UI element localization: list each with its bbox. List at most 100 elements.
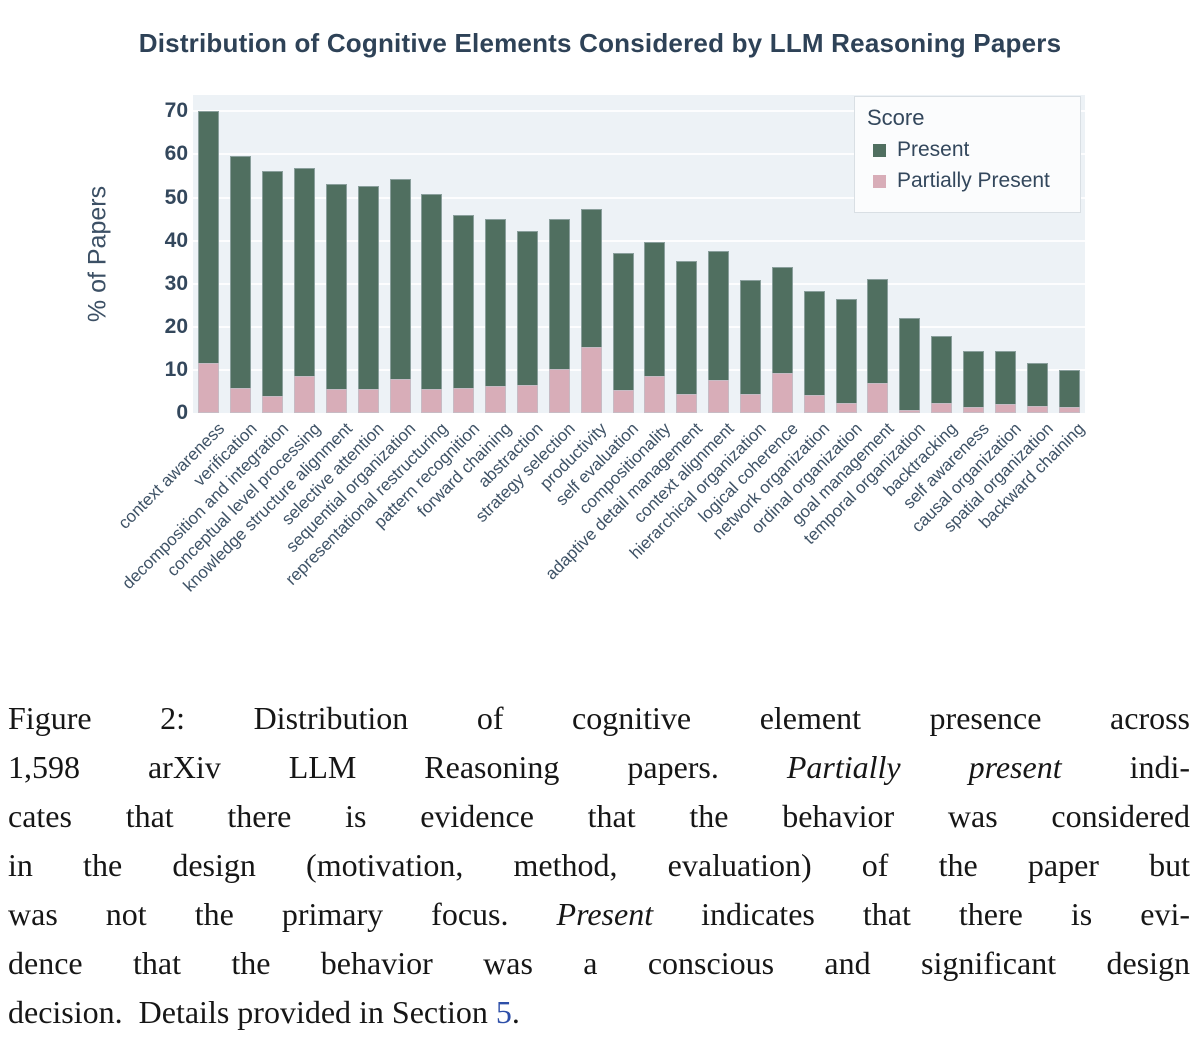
bar-segment-present	[389, 179, 411, 380]
bar-segment-partially-present	[548, 369, 570, 413]
caption-text: was not the primary focus.	[8, 896, 557, 932]
stacked-bar-chart: Distribution of Cognitive Elements Consi…	[83, 28, 1089, 595]
gridline	[193, 282, 1085, 285]
y-axis-tick: 0	[176, 401, 188, 424]
bar-segment-partially-present	[294, 376, 315, 413]
caption-line: decision. Details provided in Section 5.	[8, 988, 1190, 1037]
bar-segment-present	[357, 185, 379, 390]
caption-text: 1,598 arXiv LLM Reasoning papers.	[8, 749, 787, 785]
bar-segment-partially-present	[803, 395, 825, 413]
bar-segment-partially-present	[485, 386, 507, 413]
caption-text: .	[511, 994, 520, 1030]
present-swatch-icon	[873, 143, 886, 157]
bar-segment-partially-present	[1026, 406, 1048, 413]
bar-segment-present	[1058, 370, 1080, 407]
caption-text: indicates that there is evi-	[653, 896, 1190, 932]
bar-segment-present	[771, 266, 793, 373]
bar-segment-partially-present	[453, 388, 475, 413]
bar-segment-present	[453, 214, 475, 389]
bar-segment-present	[548, 218, 570, 370]
bar-segment-partially-present	[517, 384, 538, 413]
bar-segment-present	[1026, 363, 1048, 407]
caption-line: cates that there is evidence that the be…	[8, 792, 1190, 841]
bar-segment-present	[580, 208, 602, 348]
y-axis-tick: 40	[164, 228, 188, 252]
caption-line: in the design (motivation, method, evalu…	[8, 841, 1190, 890]
caption-line: dence that the behavior was a conscious …	[8, 939, 1190, 988]
caption-text: cates that there is evidence that the be…	[8, 798, 1190, 834]
bar-segment-present	[421, 193, 443, 390]
bar-segment-partially-present	[262, 396, 284, 413]
caption-italic-term: Partially present	[786, 749, 1062, 785]
bar-segment-partially-present	[899, 410, 921, 413]
bar-segment-partially-present	[1058, 406, 1080, 413]
caption-line: Figure 2: Distribution of cognitive elem…	[8, 694, 1190, 743]
legend-items: Present Partially Present	[867, 138, 1068, 193]
legend-item-label: Present	[897, 138, 970, 161]
bar-segment-present	[931, 336, 953, 403]
bar-segment-partially-present	[230, 388, 252, 413]
bar-segment-partially-present	[389, 379, 411, 413]
bar-segment-partially-present	[835, 403, 857, 413]
bar-segment-present	[867, 278, 889, 383]
bar-segment-present	[899, 317, 921, 411]
bar-segment-present	[517, 231, 538, 385]
y-axis-label: % of Papers	[83, 185, 112, 323]
bar-segment-partially-present	[931, 402, 953, 413]
y-axis-tick: 50	[164, 185, 188, 209]
legend-item: Present	[873, 138, 1068, 162]
caption-text: decision. Details provided in Section	[8, 994, 496, 1030]
gridline	[193, 110, 1085, 113]
bar-segment-partially-present	[325, 389, 347, 413]
y-axis-tick: 30	[164, 271, 188, 295]
partially-present-swatch-icon	[873, 174, 886, 188]
bar-segment-present	[644, 241, 666, 377]
gridline	[193, 196, 1085, 199]
legend-item-label: Partially Present	[897, 169, 1050, 192]
bar-segment-present	[963, 350, 984, 407]
caption-text: in the design (motivation, method, evalu…	[8, 847, 1190, 883]
bar-segment-present	[612, 253, 634, 390]
bar-segment-present	[294, 167, 315, 377]
bar-segment-present	[325, 183, 347, 390]
section-5-link[interactable]: 5	[495, 994, 512, 1030]
y-axis-tick: 70	[164, 99, 188, 123]
caption-line: 1,598 arXiv LLM Reasoning papers. Partia…	[8, 743, 1190, 792]
bar-segment-present	[994, 350, 1016, 404]
bar-segment-partially-present	[963, 406, 984, 413]
caption-line: was not the primary focus. Present indic…	[8, 890, 1190, 939]
bar-segment-partially-present	[708, 380, 730, 413]
bar-segment-partially-present	[676, 394, 698, 413]
y-axis-tick: 60	[164, 142, 188, 166]
bar-segment-partially-present	[771, 372, 793, 413]
bar-segment-present	[262, 171, 284, 397]
gridline	[193, 239, 1085, 242]
bar-segment-partially-present	[644, 376, 666, 413]
legend-item: Partially Present	[873, 169, 1068, 193]
bar-segment-partially-present	[740, 394, 761, 413]
bar-segment-partially-present	[612, 389, 634, 413]
legend: Score Present Partially Present	[854, 96, 1081, 213]
bar-segment-partially-present	[198, 363, 220, 413]
bar-segment-partially-present	[421, 389, 443, 413]
caption-text: indi-	[1061, 749, 1191, 785]
bar-segment-partially-present	[994, 403, 1016, 413]
bar-segment-partially-present	[867, 382, 889, 413]
bar-segment-present	[740, 279, 761, 395]
caption-text: dence that the behavior was a conscious …	[8, 945, 1190, 981]
chart-title: Distribution of Cognitive Elements Consi…	[138, 28, 1062, 58]
gridline	[193, 325, 1085, 328]
caption-italic-term: Present	[556, 896, 654, 932]
caption-text: Figure 2: Distribution of cognitive elem…	[8, 700, 1190, 736]
y-axis-tick: 10	[164, 357, 188, 381]
bar-segment-partially-present	[357, 389, 379, 413]
gridline	[193, 153, 1085, 156]
y-axis-tick: 20	[164, 314, 188, 338]
bar-segment-partially-present	[580, 347, 602, 413]
bar-segment-present	[676, 261, 698, 395]
bar-segment-present	[708, 250, 730, 381]
bar-segment-present	[230, 156, 252, 389]
gridline	[193, 368, 1085, 371]
bar-segment-present	[835, 298, 857, 404]
